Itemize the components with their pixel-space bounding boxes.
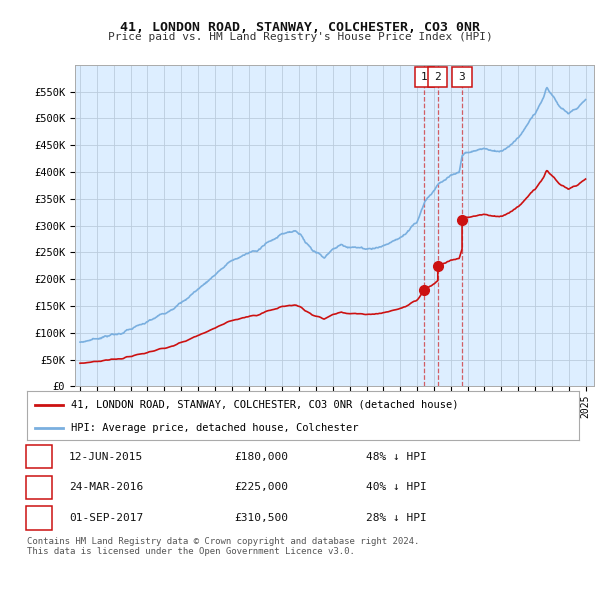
Text: Contains HM Land Registry data © Crown copyright and database right 2024.
This d: Contains HM Land Registry data © Crown c…	[27, 537, 419, 556]
Text: Price paid vs. HM Land Registry's House Price Index (HPI): Price paid vs. HM Land Registry's House …	[107, 32, 493, 42]
Text: 48% ↓ HPI: 48% ↓ HPI	[366, 452, 427, 461]
Text: 24-MAR-2016: 24-MAR-2016	[69, 483, 143, 492]
Text: 3: 3	[35, 513, 43, 523]
Text: £310,500: £310,500	[234, 513, 288, 523]
Text: 3: 3	[458, 73, 466, 82]
Text: 2: 2	[434, 73, 441, 82]
Text: 1: 1	[421, 73, 428, 82]
Text: 41, LONDON ROAD, STANWAY, COLCHESTER, CO3 0NR (detached house): 41, LONDON ROAD, STANWAY, COLCHESTER, CO…	[71, 399, 458, 409]
Text: £225,000: £225,000	[234, 483, 288, 492]
Text: 40% ↓ HPI: 40% ↓ HPI	[366, 483, 427, 492]
Text: 1: 1	[35, 452, 43, 461]
Text: 2: 2	[35, 483, 43, 492]
Text: 28% ↓ HPI: 28% ↓ HPI	[366, 513, 427, 523]
Text: 12-JUN-2015: 12-JUN-2015	[69, 452, 143, 461]
Text: £180,000: £180,000	[234, 452, 288, 461]
Text: 41, LONDON ROAD, STANWAY, COLCHESTER, CO3 0NR: 41, LONDON ROAD, STANWAY, COLCHESTER, CO…	[120, 21, 480, 34]
Text: 01-SEP-2017: 01-SEP-2017	[69, 513, 143, 523]
Text: HPI: Average price, detached house, Colchester: HPI: Average price, detached house, Colc…	[71, 423, 359, 433]
